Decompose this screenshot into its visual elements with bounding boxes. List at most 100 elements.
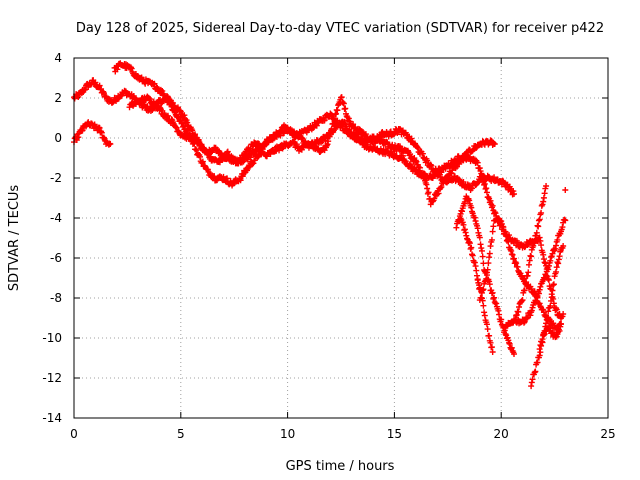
data-point xyxy=(462,229,469,236)
data-point xyxy=(476,165,483,172)
data-point xyxy=(182,122,189,129)
data-point xyxy=(469,251,476,258)
data-point xyxy=(475,229,482,236)
data-point xyxy=(298,146,305,153)
data-point xyxy=(560,311,567,317)
data-point xyxy=(425,189,432,196)
data-point xyxy=(278,127,285,134)
data-point xyxy=(531,369,538,376)
data-point xyxy=(536,300,543,307)
data-point xyxy=(501,327,508,334)
data-point xyxy=(469,252,476,259)
data-point xyxy=(552,245,559,252)
data-point xyxy=(477,294,484,301)
data-point xyxy=(545,262,552,269)
data-point xyxy=(527,312,534,319)
data-point xyxy=(456,177,463,184)
data-point xyxy=(533,298,540,305)
data-point xyxy=(412,157,419,164)
data-point xyxy=(192,146,199,153)
data-point xyxy=(471,214,478,221)
data-point xyxy=(536,286,543,293)
data-point xyxy=(480,286,487,293)
data-point xyxy=(543,272,550,279)
data-point xyxy=(511,351,518,357)
data-point xyxy=(532,368,539,375)
data-point xyxy=(164,112,171,119)
data-point xyxy=(548,294,555,301)
data-points xyxy=(71,60,569,390)
data-point xyxy=(481,181,488,188)
data-point xyxy=(525,261,532,268)
data-point xyxy=(537,349,544,356)
data-point xyxy=(540,198,547,205)
data-point xyxy=(500,224,507,231)
data-point xyxy=(423,181,430,188)
data-point xyxy=(547,257,554,264)
data-point xyxy=(98,129,105,136)
y-tick-label: 2 xyxy=(54,91,62,105)
data-point xyxy=(479,253,486,260)
data-point xyxy=(472,263,479,270)
data-point xyxy=(473,272,480,279)
data-point xyxy=(515,308,522,315)
data-point xyxy=(545,275,552,282)
data-point xyxy=(414,144,421,151)
data-point xyxy=(536,346,543,353)
x-axis-label: GPS time / hours xyxy=(286,459,395,474)
data-point xyxy=(518,297,525,304)
data-point xyxy=(127,64,134,71)
data-point xyxy=(520,319,527,326)
data-point xyxy=(487,243,494,250)
data-point xyxy=(543,320,550,327)
data-point xyxy=(438,183,445,190)
data-point xyxy=(178,119,185,126)
data-point xyxy=(508,344,515,351)
data-point xyxy=(556,253,563,260)
data-point xyxy=(539,201,546,208)
data-point xyxy=(529,376,536,383)
data-point xyxy=(471,259,478,266)
data-point xyxy=(168,103,175,110)
data-point xyxy=(454,158,461,165)
data-point xyxy=(534,359,541,366)
series-track-11 xyxy=(536,320,565,353)
data-point xyxy=(505,238,512,245)
data-point xyxy=(206,170,213,177)
data-point xyxy=(159,107,166,114)
data-point xyxy=(540,256,547,263)
data-point xyxy=(487,197,494,204)
data-point xyxy=(493,300,500,307)
data-point xyxy=(503,233,510,240)
data-point xyxy=(560,243,567,249)
data-point xyxy=(533,232,540,239)
data-point xyxy=(429,198,436,205)
data-point xyxy=(419,150,426,157)
data-point xyxy=(528,253,535,260)
data-point xyxy=(537,283,544,290)
data-point xyxy=(554,236,561,243)
data-point xyxy=(263,153,270,160)
y-tick-label: -10 xyxy=(42,331,62,345)
data-point xyxy=(128,65,135,72)
data-point xyxy=(528,379,535,386)
data-point xyxy=(528,307,535,314)
data-point xyxy=(468,204,475,211)
data-point xyxy=(535,290,542,297)
data-point xyxy=(330,120,337,127)
y-tick-label: -8 xyxy=(50,291,62,305)
data-point xyxy=(477,241,484,248)
data-point xyxy=(399,152,406,159)
data-point xyxy=(548,297,555,304)
data-point xyxy=(491,209,498,216)
data-point xyxy=(544,314,551,321)
y-tick-label: -2 xyxy=(50,171,62,185)
data-point xyxy=(466,240,473,247)
data-point xyxy=(175,113,182,120)
data-point xyxy=(335,102,342,109)
data-point xyxy=(545,277,552,284)
x-tick-label: 15 xyxy=(387,427,402,441)
data-point xyxy=(199,158,206,165)
data-point xyxy=(482,185,489,192)
data-point xyxy=(293,141,300,148)
